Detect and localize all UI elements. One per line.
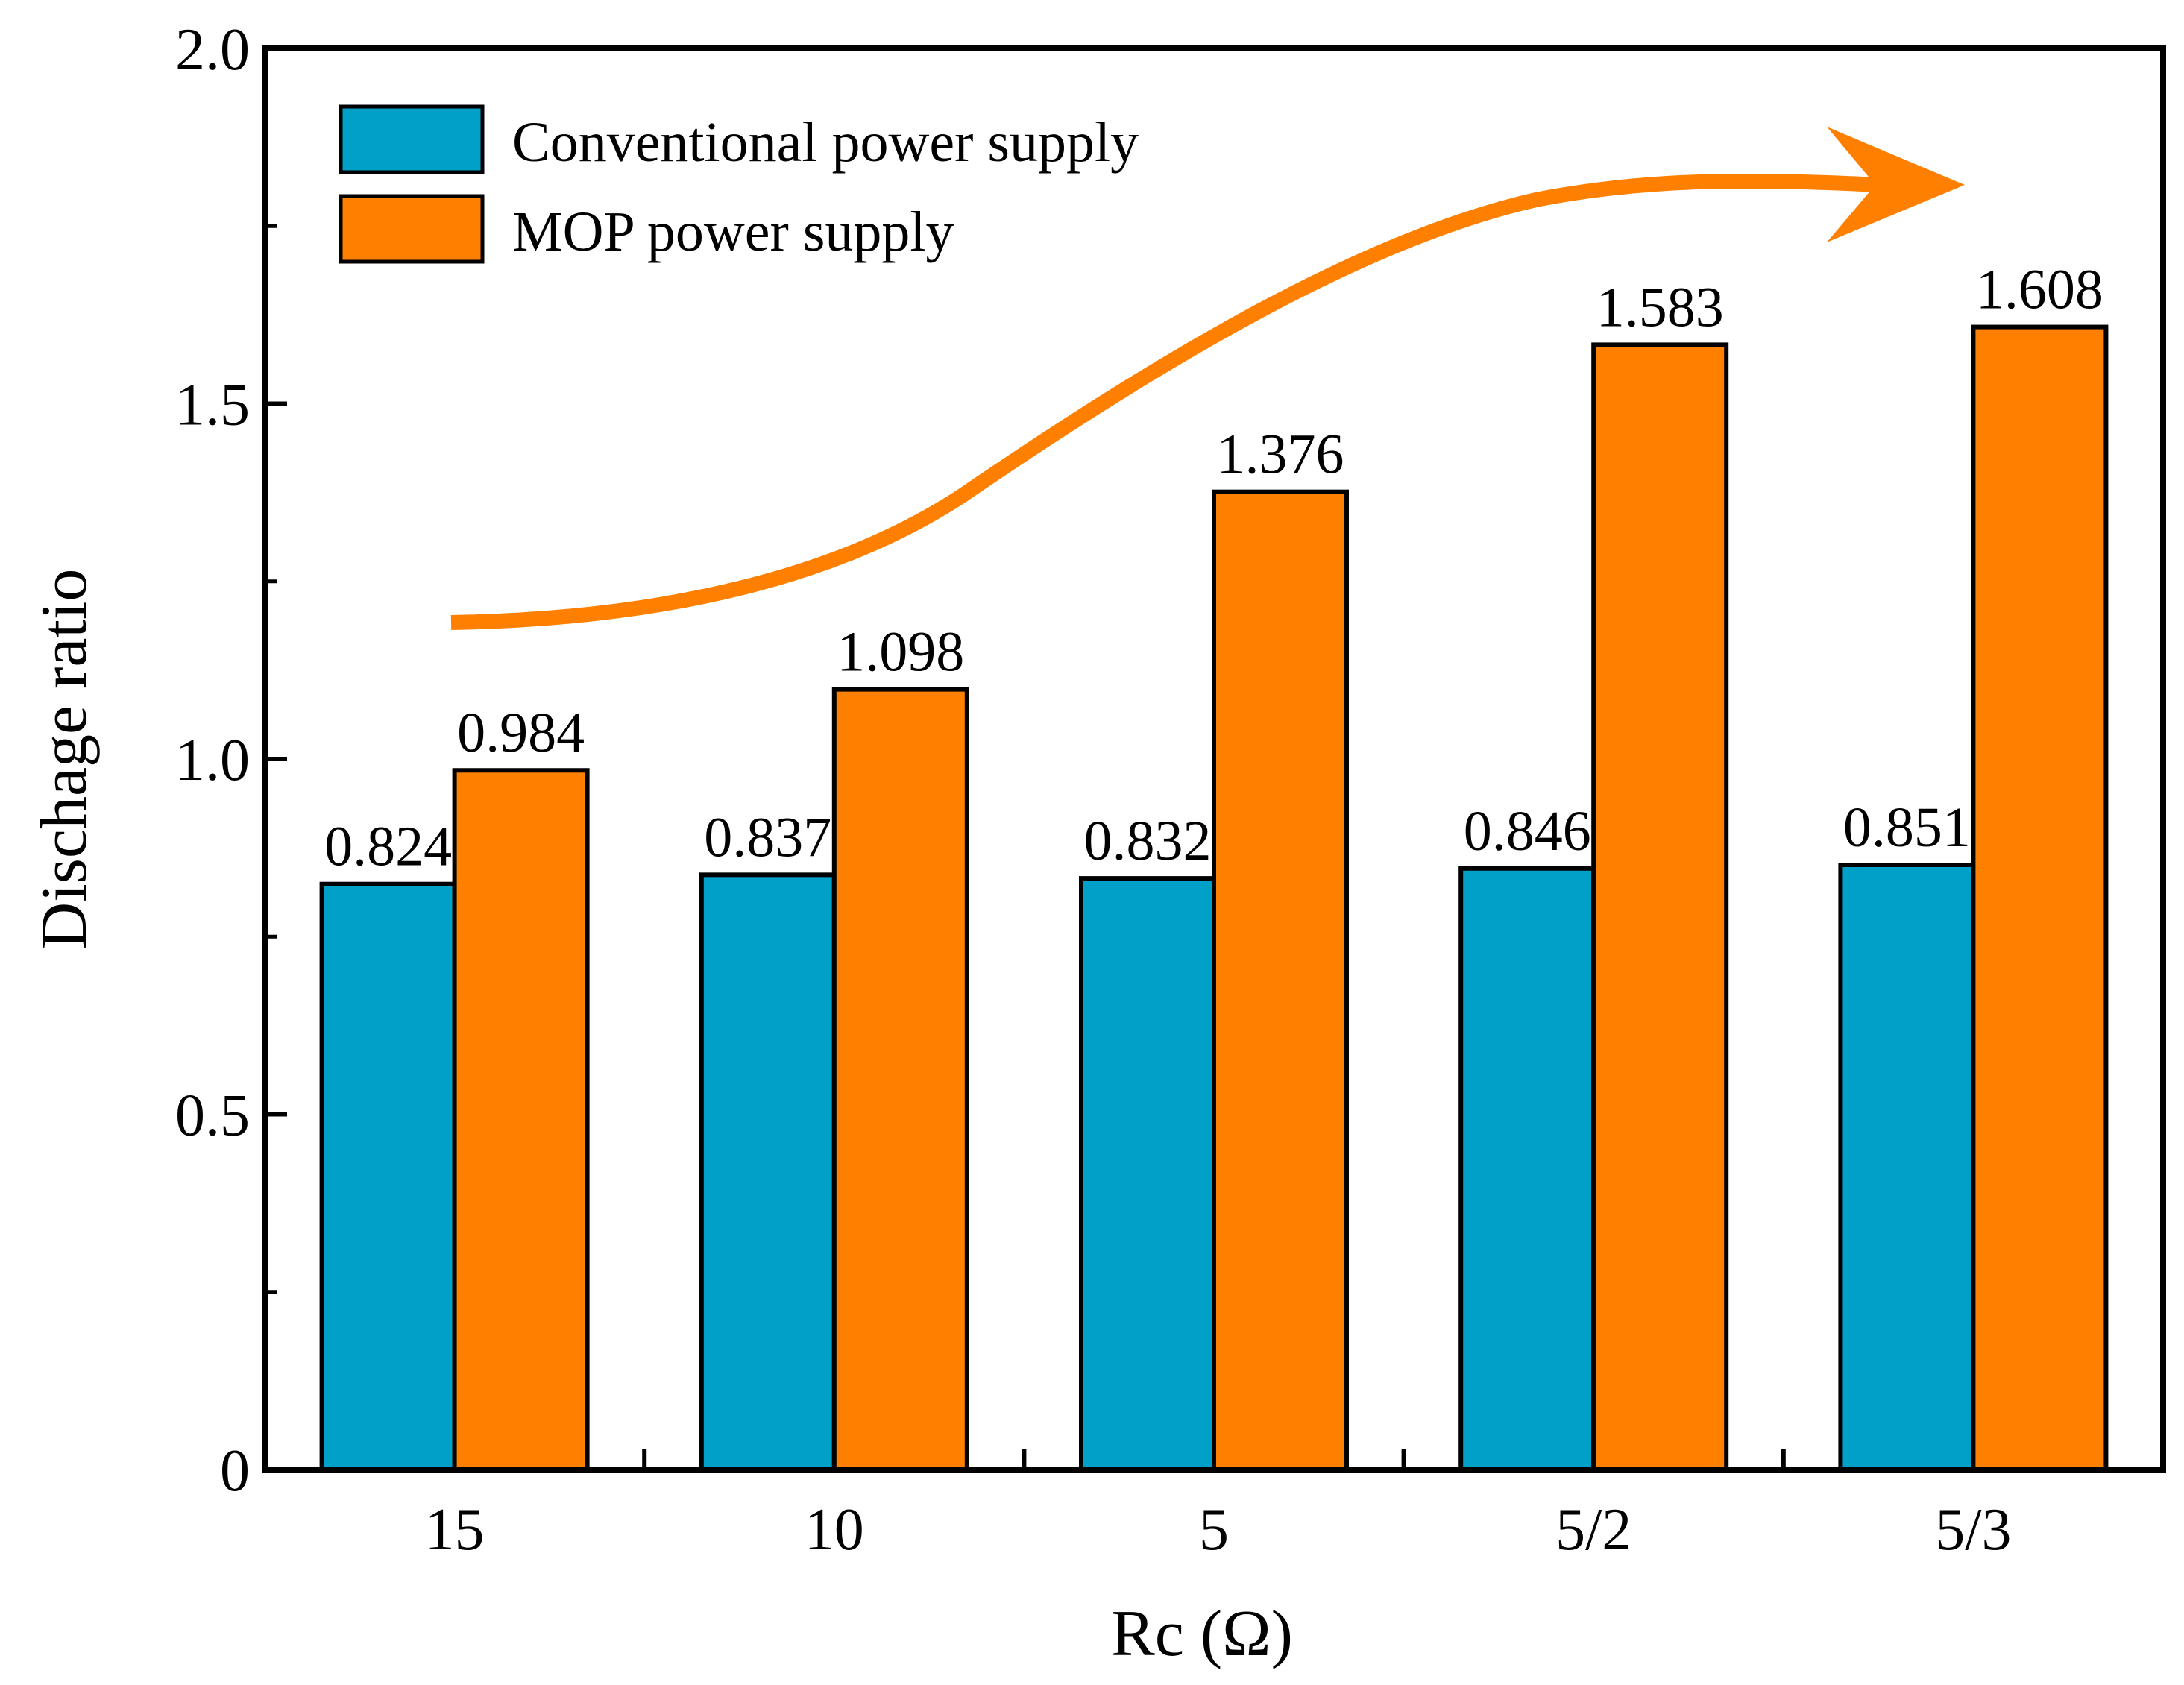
bar-conventional-4 (1458, 866, 1596, 1472)
data-label-conventional-3: 0.832 (1084, 810, 1212, 872)
bar-mop-2 (831, 687, 969, 1473)
bar-conventional-5 (1838, 862, 1976, 1472)
y-tick-label: 1.5 (175, 373, 250, 438)
y-tick-label: 0 (220, 1438, 250, 1504)
legend-label-mop: MOP power supply (512, 201, 954, 263)
data-label-mop-3: 1.376 (1217, 423, 1344, 486)
bar-mop-5 (1971, 324, 2109, 1472)
data-label-conventional-5: 0.851 (1843, 796, 1971, 859)
x-tick-label-4: 5/2 (1555, 1497, 1631, 1563)
bar-conventional-3 (1079, 876, 1216, 1472)
data-label-mop-5: 1.608 (1976, 259, 2103, 321)
y-tick-label: 2.0 (175, 17, 250, 83)
data-label-mop-4: 1.583 (1596, 276, 1724, 338)
legend-label-conventional: Conventional power supply (512, 111, 1139, 174)
x-axis: 15 10 5 5/2 5/3 (425, 1449, 2012, 1563)
y-axis: 0 0.5 1.0 1.5 2.0 (175, 17, 287, 1504)
bar-mop-1 (452, 768, 590, 1473)
trend-arrow-icon (450, 173, 1880, 630)
legend-swatch-conventional (339, 104, 485, 174)
x-tick-label-2: 10 (805, 1497, 864, 1563)
data-label-mop-2: 1.098 (837, 621, 964, 684)
bar-conventional-1 (319, 881, 457, 1472)
y-tick-label: 0.5 (175, 1083, 250, 1149)
bar-mop-4 (1591, 342, 1729, 1472)
bar-group (319, 324, 2109, 1473)
trend-arrowhead-icon (1827, 127, 1965, 242)
x-tick-label-1: 15 (425, 1497, 485, 1563)
data-label-mop-1: 0.984 (457, 702, 585, 764)
y-axis-title: Dischage ratio (28, 569, 101, 950)
x-tick-label-3: 5 (1199, 1497, 1229, 1563)
data-label-conventional-4: 0.846 (1464, 800, 1591, 863)
bar-mop-3 (1212, 489, 1349, 1472)
y-tick-label: 1.0 (175, 728, 250, 793)
x-axis-title: Rc (Ω) (1111, 1598, 1293, 1670)
x-tick-label-5: 5/3 (1935, 1497, 2011, 1563)
bar-conventional-2 (699, 872, 837, 1472)
legend-swatch-mop (339, 194, 485, 264)
legend: Conventional power supply MOP power supp… (339, 104, 1139, 264)
data-label-conventional-2: 0.837 (704, 806, 831, 869)
data-label-conventional-1: 0.824 (324, 816, 452, 878)
